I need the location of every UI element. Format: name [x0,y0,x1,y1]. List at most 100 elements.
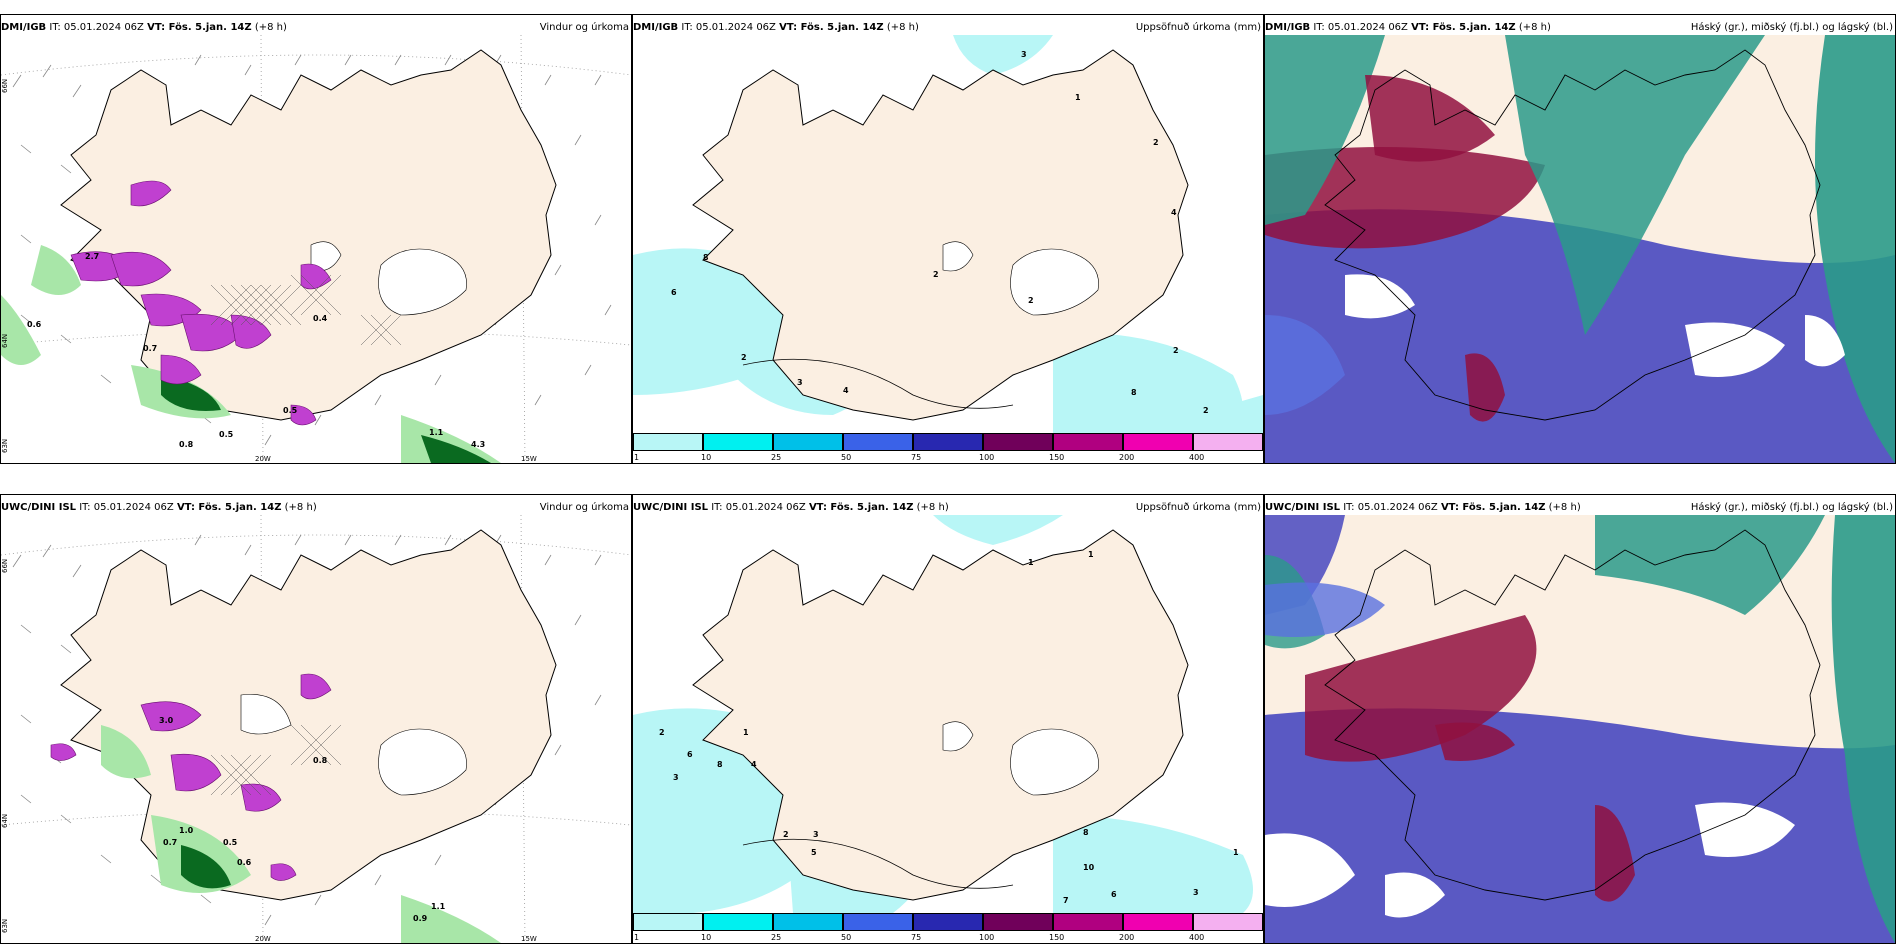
value-label: 0.8 [313,756,328,765]
value-label: 2 [1203,406,1209,415]
value-label: 3 [813,830,819,839]
colorbar-swatch [913,913,983,931]
colorbar-swatch [703,913,773,931]
valid-time: VT: Fös. 5.jan. 14Z [1411,22,1516,33]
axis-lat-66: 66N [1,79,9,93]
value-label: 2 [1173,346,1179,355]
axis-lon-15: 15W [521,455,537,463]
colorbar-label: 75 [911,933,922,942]
value-label: 0.9 [413,914,428,923]
value-label: 3 [1193,888,1199,897]
value-label: 2 [1153,138,1159,147]
lead-time: (+8 h) [1548,502,1581,513]
valid-time: VT: Fös. 5.jan. 14Z [1440,502,1546,513]
colorbar-label: 1 [634,453,640,462]
map-precip-uwc: 1 1 2 1 3 6 8 4 2 3 5 8 10 7 6 3 1 [633,515,1253,913]
value-label: 4 [1171,208,1177,217]
value-label: 2 [783,830,789,839]
axis-lat-63: 63N [1,439,9,453]
value-label: 3 [1021,50,1027,59]
init-time: IT: 05.01.2024 06Z [681,22,776,33]
lead-time: (+8 h) [254,22,287,33]
model-name: DMI/IGB [1265,22,1311,33]
panel-header: UWC/DINI ISL IT: 05.01.2024 06Z VT: Fös.… [1265,499,1895,517]
colorbar-swatch [983,913,1053,931]
value-label: 0.6 [27,320,42,329]
valid-time: VT: Fös. 5.jan. 14Z [808,502,914,513]
colorbar-label: 200 [1119,933,1135,942]
value-label: 5 [811,848,817,857]
value-label: 0.5 [219,430,234,439]
panel-cloud-dmi: DMI/IGB IT: 05.01.2024 06Z VT: Fös. 5.ja… [1264,14,1896,464]
value-label: 8 [1131,388,1137,397]
colorbar: 1 10 25 50 75 100 150 200 400 [633,433,1263,462]
value-label: 8 [717,760,723,769]
colorbar-swatch [633,433,703,451]
colorbar-swatch [983,433,1053,451]
panel-cloud-uwc: UWC/DINI ISL IT: 05.01.2024 06Z VT: Fös.… [1264,494,1896,944]
colorbar-label: 400 [1189,453,1205,462]
panel-title: Vindur og úrkoma [539,22,629,33]
map-wind-uwc: 66N 64N 63N 20W 15W 3.0 1.0 0.7 0.5 0.6 … [1,514,631,943]
panel-header: DMI/IGB IT: 05.01.2024 06Z VT: Fös. 5.ja… [633,19,1263,37]
iceland-land [692,529,1189,901]
value-label: 1 [1075,93,1081,102]
value-label: 7 [1063,896,1069,905]
value-label: 0.5 [223,838,238,847]
cloud-layers [1265,35,1895,463]
value-label: 1.1 [431,902,446,911]
axis-lon-20: 20W [255,935,271,943]
hatch-area [210,274,402,346]
map-wind-dmi: 66N 64N 63N 20W 15W 0.6 0.7 0.5 0.8 0.4 … [1,34,631,463]
valid-time: VT: Fös. 5.jan. 14Z [176,502,282,513]
value-label: 4.3 [471,440,485,449]
colorbar-swatch [633,913,703,931]
value-label: 0.4 [313,314,328,323]
value-label: 2.7 [85,252,99,261]
lead-time: (+8 h) [886,22,919,33]
precip-areas [633,35,1263,433]
colorbar-label: 25 [771,933,782,942]
colorbar-label: 50 [841,933,852,942]
model-name: UWC/DINI ISL [1,502,77,513]
value-label: 0.6 [237,858,252,867]
value-label: 2 [1028,296,1034,305]
value-label: 6 [687,750,693,759]
colorbar-swatch [1123,433,1193,451]
colorbar-swatch [1193,913,1263,931]
init-time: IT: 05.01.2024 06Z [1343,502,1438,513]
colorbar-swatch [843,433,913,451]
value-label: 8 [703,253,709,262]
panel-title: Uppsöfnuð úrkoma (mm) [1135,502,1261,513]
valid-time: VT: Fös. 5.jan. 14Z [779,22,884,33]
value-label: 2 [659,728,665,737]
value-label: 0.7 [143,344,157,353]
precip-purple [70,180,332,426]
value-label: 0.7 [163,838,177,847]
iceland-land [692,49,1189,421]
panel-wind-dmi: DMI/IGB IT: 05.01.2024 06Z VT: Fös. 5.ja… [0,14,632,464]
model-name: DMI/IGB [633,22,679,33]
init-time: IT: 05.01.2024 06Z [711,502,806,513]
panel-title: Uppsöfnuð úrkoma (mm) [1135,22,1261,33]
value-label: 1 [743,728,749,737]
colorbar-label: 200 [1119,453,1135,462]
panel-header: UWC/DINI ISL IT: 05.01.2024 06Z VT: Fös.… [633,499,1263,517]
panel-title: Vindur og úrkoma [539,502,629,513]
panel-header: DMI/IGB IT: 05.01.2024 06Z VT: Fös. 5.ja… [1,19,631,37]
colorbar-swatch [1123,913,1193,931]
colorbar-label: 10 [701,933,712,942]
map-cloud-dmi [1265,35,1895,463]
axis-lat-64: 64N [1,334,9,348]
colorbar-label: 100 [979,453,995,462]
colorbar: 1 10 25 50 75 100 150 200 400 [633,913,1263,942]
panel-precip-dmi: DMI/IGB IT: 05.01.2024 06Z VT: Fös. 5.ja… [632,14,1264,464]
iceland-land [60,49,557,421]
value-label: 8 [1083,828,1089,837]
axis-lat-66: 66N [1,559,9,573]
panel-title: Háský (gr.), miðský (fj.bl.) og lágský (… [1690,22,1893,33]
colorbar-swatch [1053,433,1123,451]
init-time: IT: 05.01.2024 06Z [49,22,144,33]
value-label: 0.5 [283,406,298,415]
panel-title: Háský (gr.), miðský (fj.bl.) og lágský (… [1690,502,1893,513]
